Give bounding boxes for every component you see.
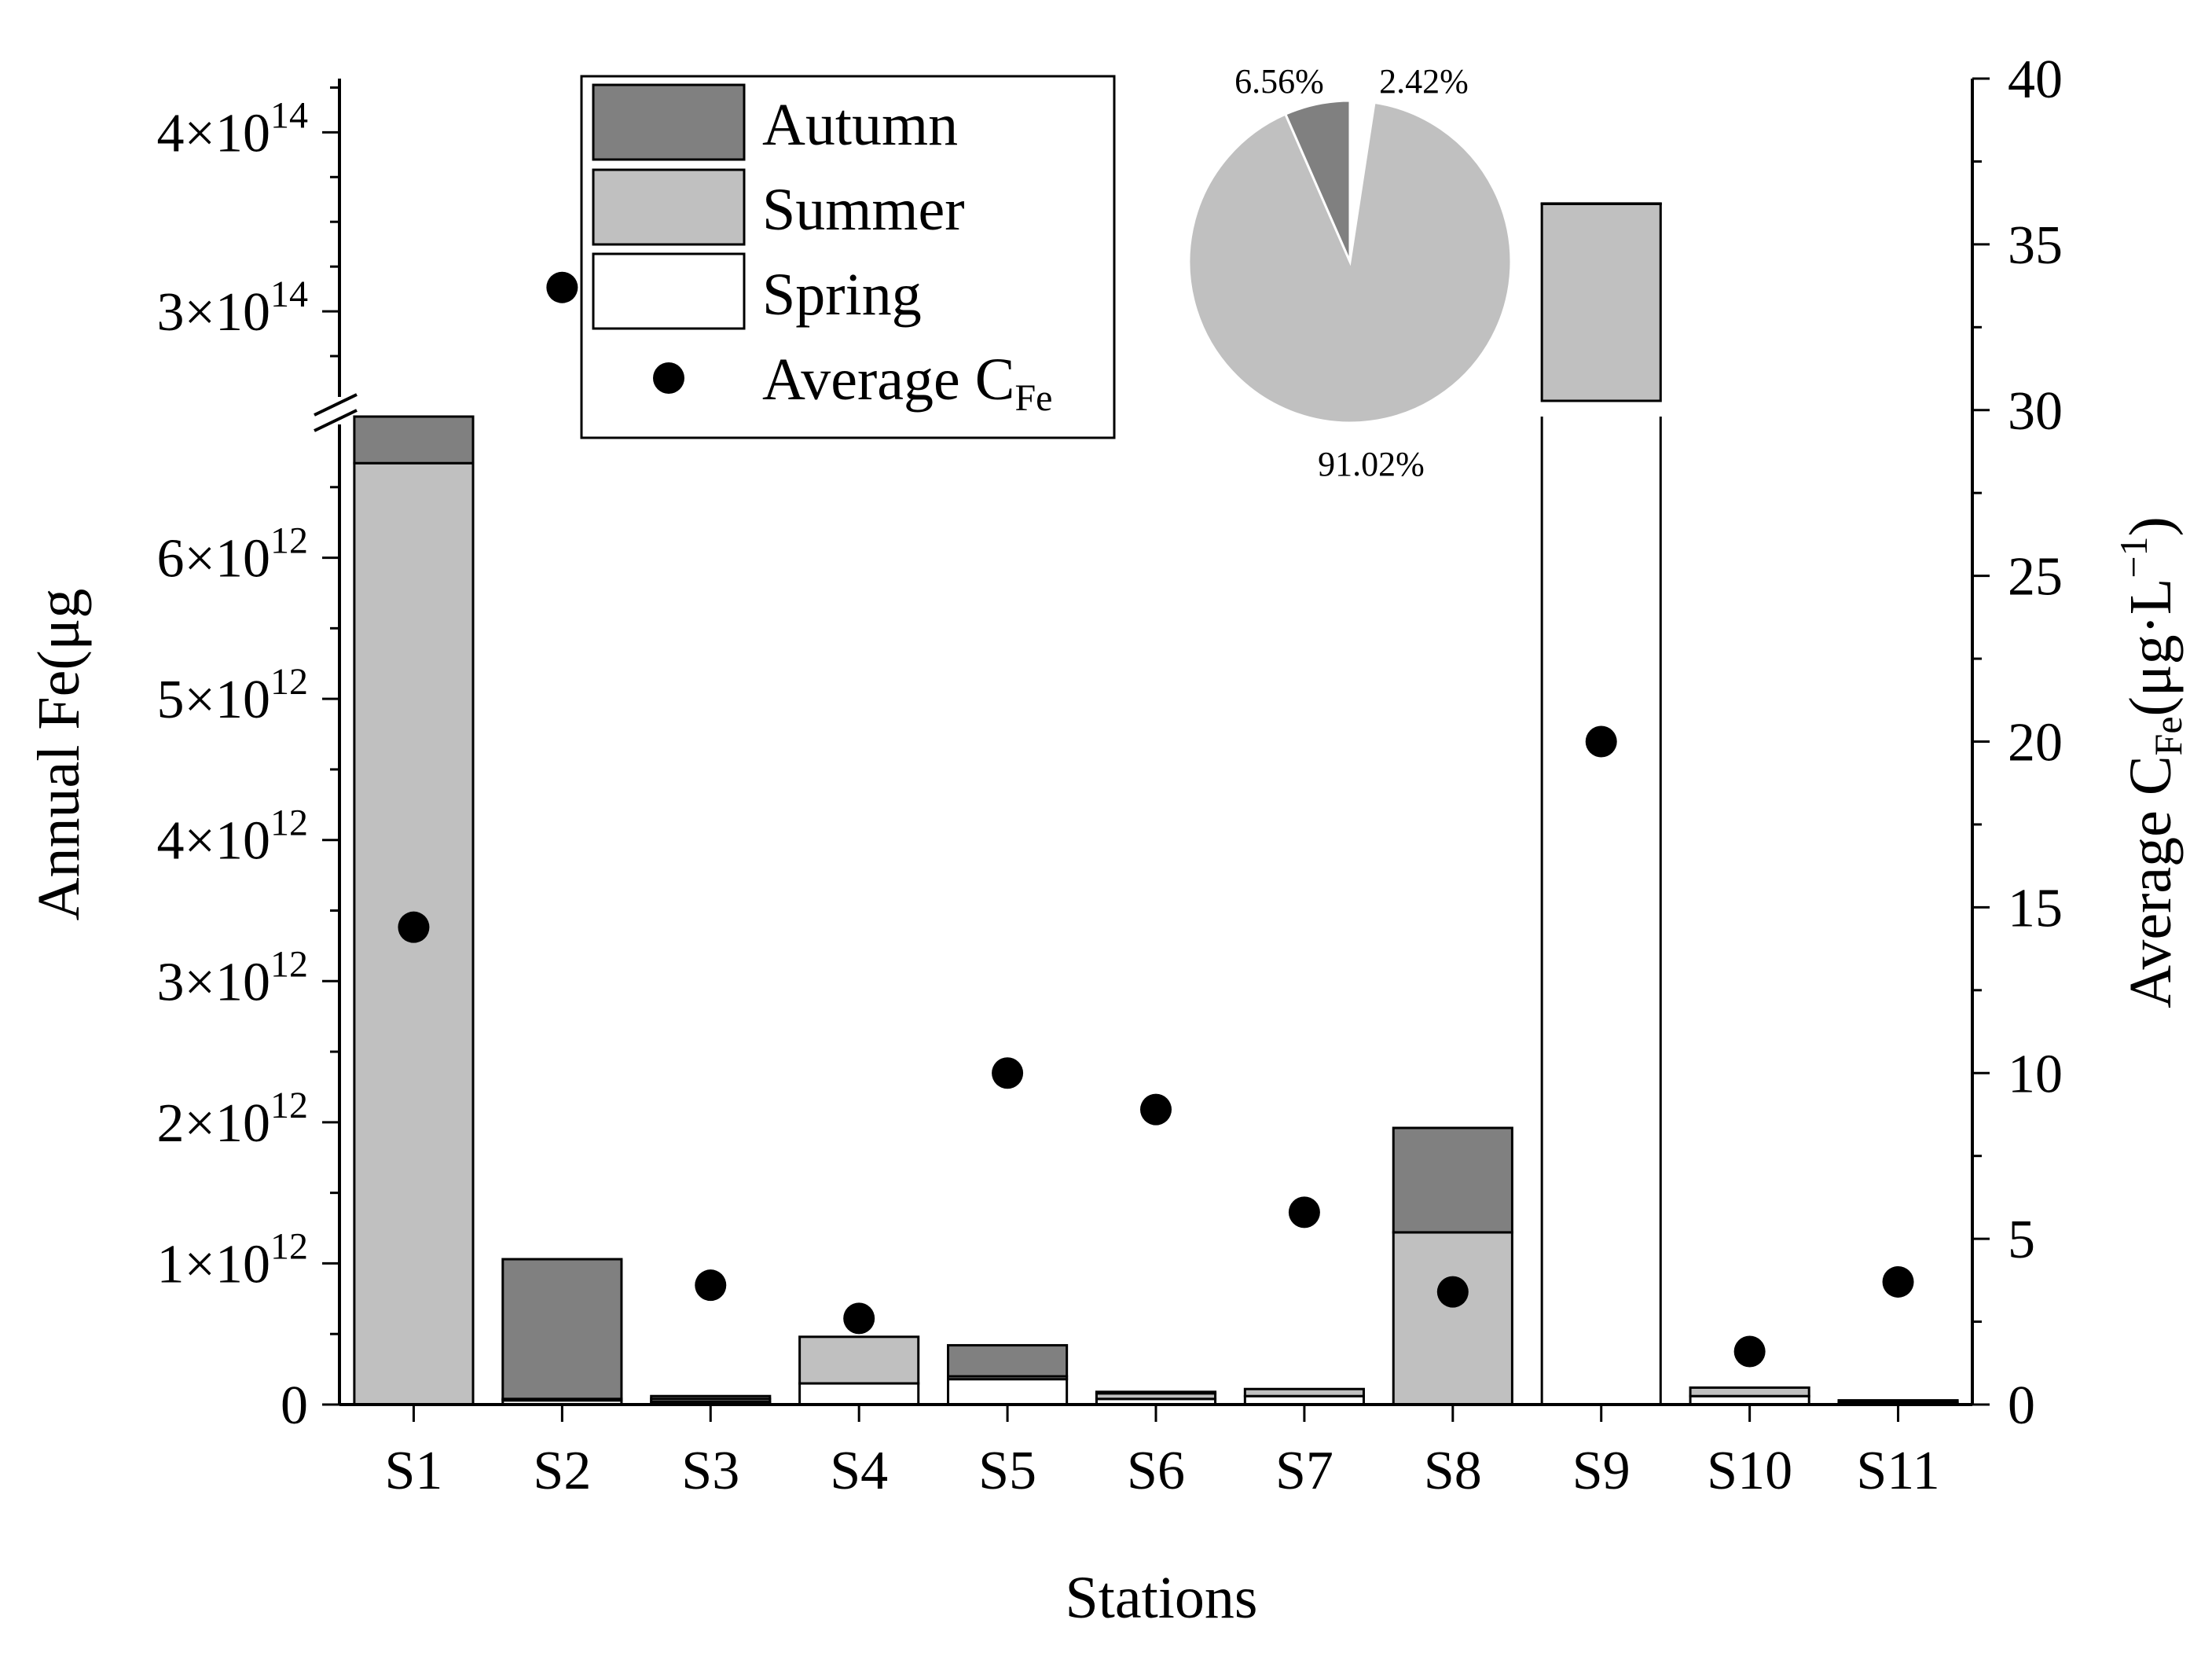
bar-autumn-S2 <box>501 1258 623 1401</box>
bar-autumn-S6 <box>1095 1390 1217 1395</box>
point-average-cfe-S11 <box>1882 1265 1914 1298</box>
y-left-upper-tick-label-0: 3×1014 <box>157 274 308 343</box>
x-tick-label-S2: S2 <box>533 1441 591 1501</box>
average-cfe-points <box>398 271 1914 1368</box>
pie-label-0: 2.42% <box>1379 62 1469 101</box>
y-left-tick-label-1: 1×1012 <box>157 1225 308 1295</box>
bar-autumn-S5 <box>947 1344 1069 1378</box>
bar-summer-S10 <box>1689 1386 1810 1397</box>
point-average-cfe-S4 <box>843 1302 875 1335</box>
legend-swatch-spring <box>592 252 746 330</box>
legend-label-spring: Spring <box>762 262 922 328</box>
legend-label-autumn: Autumn <box>762 92 958 158</box>
legend-swatch-summer <box>592 168 746 246</box>
point-average-cfe-S8 <box>1436 1276 1469 1308</box>
bar-summer-S9 <box>1540 202 1662 402</box>
axes-layer: S1 S2 S3 S4 S5 S6 S7 S8 S9 S10 S11 0 1×1012 2×1012 3×1… <box>157 50 2063 1501</box>
x-tick-label-S9: S9 <box>1572 1441 1631 1501</box>
bar-spring-S5 <box>947 1378 1069 1406</box>
legend-label-average: Average CFe <box>762 347 1052 419</box>
y-left-tick-label-4: 4×1012 <box>157 802 308 872</box>
pie-slice-2 <box>1283 99 1352 263</box>
point-average-cfe-S5 <box>992 1057 1024 1089</box>
inset-pie-chart: 2.42% 91.02% 6.56% <box>1187 62 1513 483</box>
point-average-cfe-S7 <box>1288 1196 1320 1228</box>
x-tick-label-S3: S3 <box>681 1441 739 1501</box>
axis-break-mark-lower <box>314 409 358 432</box>
legend-marker-average <box>653 362 684 394</box>
legend-label-summer: Summer <box>762 177 965 243</box>
x-tick-label-S8: S8 <box>1424 1441 1482 1501</box>
pie-label-2: 6.56% <box>1234 62 1324 101</box>
y-right-tick-label-2: 10 <box>2008 1044 2063 1104</box>
bar-spring-S4 <box>798 1382 920 1406</box>
point-average-cfe-S6 <box>1140 1093 1172 1126</box>
y-right-tick-label-8: 40 <box>2008 50 2063 110</box>
pie-label-1: 91.02% <box>1318 445 1425 483</box>
bar-summer-S4 <box>798 1335 920 1385</box>
bar-autumn-S11 <box>1837 1399 1959 1404</box>
x-tick-label-S5: S5 <box>978 1441 1036 1501</box>
point-average-cfe-S10 <box>1733 1335 1766 1368</box>
x-tick-label-S10: S10 <box>1707 1441 1792 1501</box>
bar-autumn-S1 <box>353 415 475 465</box>
bar-autumn-S3 <box>650 1394 772 1401</box>
y-right-axis-title: Average CFe(μg·L−1) <box>2111 516 2190 1008</box>
y-left-tick-label-0: 0 <box>281 1375 308 1436</box>
bar-autumn-S8 <box>1392 1126 1513 1234</box>
pie-slice-1 <box>1187 101 1513 424</box>
y-left-axis-title: Annual Fe(μg <box>26 589 92 921</box>
axis-break-mark-upper <box>314 393 358 417</box>
y-right-tick-label-4: 20 <box>2008 713 2063 773</box>
y-left-tick-label-6: 6×1012 <box>157 520 308 589</box>
bar-summer-S7 <box>1243 1387 1365 1397</box>
x-axis-title: Stations <box>1066 1565 1258 1631</box>
x-tick-label-S11: S11 <box>1856 1441 1939 1501</box>
y-right-tick-label-5: 25 <box>2008 547 2063 608</box>
y-right-tick-label-0: 0 <box>2008 1375 2035 1436</box>
point-average-cfe-S3 <box>695 1269 727 1302</box>
y-left-tick-label-2: 2×1012 <box>157 1085 308 1154</box>
y-right-tick-label-3: 15 <box>2008 878 2063 938</box>
legend: Autumn Summer Spring Average CFe <box>580 75 1116 439</box>
bars-layer <box>353 202 1959 1406</box>
y-right-tick-label-1: 5 <box>2008 1210 2035 1270</box>
y-left-tick-label-3: 3×1012 <box>157 943 308 1012</box>
y-right-tick-label-7: 35 <box>2008 215 2063 276</box>
x-tick-label-S4: S4 <box>830 1441 888 1501</box>
legend-swatch-autumn <box>592 83 746 161</box>
x-tick-label-S7: S7 <box>1275 1441 1333 1501</box>
bar-summer-S8 <box>1392 1231 1513 1406</box>
y-left-tick-label-5: 5×1012 <box>157 661 308 730</box>
point-average-cfe-S2 <box>546 271 578 303</box>
point-average-cfe-S9 <box>1585 725 1617 758</box>
point-average-cfe-S1 <box>398 911 430 943</box>
x-tick-label-S1: S1 <box>384 1441 442 1501</box>
y-left-upper-tick-label-1: 4×1014 <box>157 94 308 163</box>
x-tick-label-S6: S6 <box>1127 1441 1185 1501</box>
y-right-tick-label-6: 30 <box>2008 381 2063 442</box>
